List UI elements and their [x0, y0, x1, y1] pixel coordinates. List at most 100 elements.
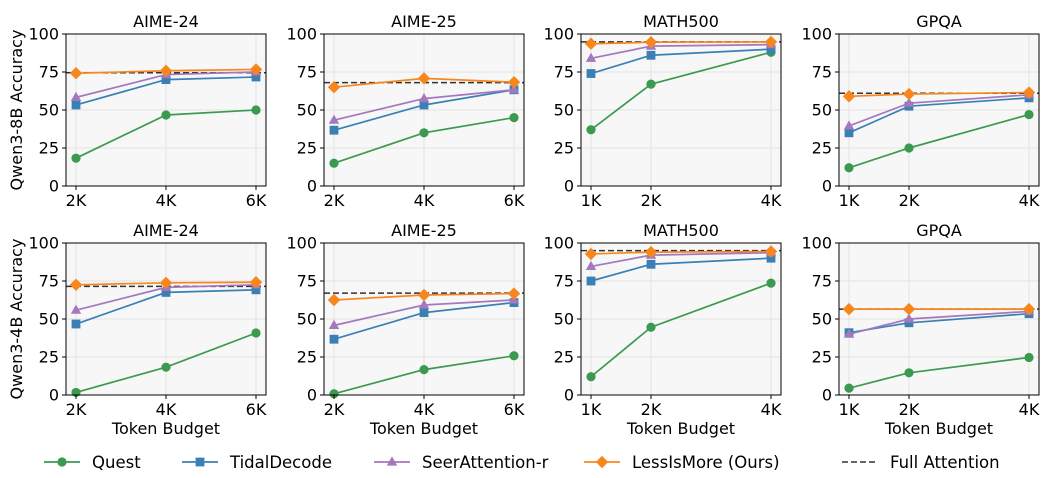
x-tick-label: 2K — [324, 191, 345, 210]
data-point-seerattention-r — [585, 260, 597, 271]
data-point-tidaldecode — [161, 288, 171, 297]
x-tick-label: 1K — [839, 191, 860, 210]
data-point-lessismore-ours — [764, 35, 778, 49]
data-point-seerattention-r — [70, 91, 82, 101]
y-tick-label: 0 — [822, 177, 832, 196]
y-tick-label: 50 — [812, 310, 832, 329]
legend-marker-square — [195, 457, 205, 467]
y-tick-label: 25 — [39, 139, 59, 158]
data-point-lessismore-ours — [842, 90, 856, 103]
data-point-seerattention-r — [843, 328, 855, 338]
data-point-quest — [844, 163, 854, 173]
subplot-title: AIME-25 — [391, 12, 457, 31]
x-tick-label: 4K — [156, 400, 177, 419]
data-point-quest — [844, 383, 854, 393]
data-point-tidaldecode — [419, 100, 429, 110]
legend-label: SeerAttention-r — [422, 452, 549, 472]
data-point-seerattention-r — [585, 52, 597, 62]
y-axis-label: Qwen3-8B Accuracy — [7, 30, 26, 191]
data-point-tidaldecode — [329, 334, 339, 344]
x-tick-label: 6K — [504, 400, 525, 419]
results-figure: 0 25 50 75 100 2K 4K 6K AIME-24 Qwen3-8B Accuracy… — [7, 12, 1040, 438]
y-tick-label: 75 — [297, 272, 317, 291]
data-point-lessismore-ours — [1022, 302, 1036, 316]
data-point-quest — [509, 351, 519, 361]
x-tick-label: 1K — [839, 400, 860, 419]
legend-label: Quest — [92, 452, 141, 472]
data-point-tidaldecode — [586, 276, 596, 286]
data-point-tidaldecode — [329, 125, 339, 135]
y-tick-label: 75 — [812, 63, 832, 82]
data-point-quest — [1024, 352, 1034, 363]
data-point-lessismore-ours — [902, 87, 916, 101]
data-point-lessismore-ours — [584, 37, 598, 50]
data-point-lessismore-ours — [842, 302, 856, 316]
x-tick-label: 4K — [761, 400, 782, 419]
data-point-tidaldecode — [766, 44, 776, 54]
data-point-quest — [71, 153, 81, 163]
y-tick-label: 75 — [39, 63, 59, 82]
y-tick-label: 25 — [297, 348, 317, 367]
legend-marker-triangle — [386, 456, 398, 466]
y-tick-label: 50 — [812, 101, 832, 120]
subplot-title: AIME-24 — [133, 12, 199, 31]
data-point-quest — [1024, 109, 1034, 120]
data-point-tidaldecode — [586, 69, 596, 78]
data-point-lessismore-ours — [69, 278, 83, 291]
x-tick-label: 4K — [414, 400, 435, 419]
x-tick-label: 4K — [761, 191, 782, 210]
y-tick-label: 50 — [297, 310, 317, 329]
x-tick-label: 2K — [641, 191, 662, 210]
y-tick-label: 25 — [39, 348, 59, 367]
data-point-seerattention-r — [903, 313, 915, 323]
x-tick-label: 2K — [899, 400, 920, 419]
data-point-quest — [904, 143, 914, 153]
y-tick-label: 0 — [49, 177, 59, 196]
data-point-quest — [329, 158, 339, 168]
y-tick-label: 0 — [49, 386, 59, 405]
y-tick-label: 50 — [554, 101, 574, 120]
data-point-quest — [646, 322, 656, 332]
subplot-title: MATH500 — [643, 12, 719, 31]
data-point-seerattention-r — [418, 299, 430, 309]
data-point-lessismore-ours — [644, 36, 658, 49]
data-point-lessismore-ours — [764, 245, 778, 258]
data-point-seerattention-r — [328, 114, 340, 124]
data-point-lessismore-ours — [159, 276, 173, 290]
y-tick-label: 0 — [564, 177, 574, 196]
subplot-title: GPQA — [916, 12, 962, 31]
data-point-quest — [646, 79, 656, 89]
x-tick-label: 1K — [581, 400, 602, 419]
x-tick-label: 2K — [66, 191, 87, 210]
data-point-lessismore-ours — [507, 287, 521, 300]
legend-label: Full Attention — [890, 452, 1000, 472]
y-tick-label: 25 — [554, 348, 574, 367]
y-tick-label: 100 — [801, 234, 832, 253]
data-point-seerattention-r — [508, 84, 520, 94]
y-tick-label: 100 — [801, 25, 832, 44]
legend-swatch-tidaldecode — [182, 457, 218, 467]
y-tick-label: 25 — [554, 139, 574, 158]
x-tick-label: 4K — [414, 191, 435, 210]
x-tick-label: 4K — [1019, 191, 1040, 210]
legend-item-seerattention-r: SeerAttention-r — [372, 450, 548, 474]
y-tick-label: 25 — [812, 348, 832, 367]
data-point-quest — [904, 368, 914, 378]
data-point-lessismore-ours — [1022, 86, 1036, 99]
y-tick-label: 75 — [297, 63, 317, 82]
data-point-lessismore-ours — [584, 247, 598, 261]
data-point-quest — [419, 128, 429, 138]
legend-swatch-lessismore-ours — [584, 455, 620, 469]
y-tick-label: 100 — [28, 234, 59, 253]
data-point-lessismore-ours — [902, 302, 916, 316]
data-point-seerattention-r — [843, 120, 855, 130]
data-point-seerattention-r — [903, 97, 915, 107]
x-tick-label: 2K — [324, 400, 345, 419]
data-point-tidaldecode — [71, 319, 81, 329]
data-point-quest — [161, 362, 171, 372]
y-tick-label: 75 — [554, 272, 574, 291]
x-tick-label: 2K — [899, 191, 920, 210]
subplot-title: AIME-25 — [391, 221, 457, 240]
legend-label: LessIsMore (Ours) — [632, 452, 780, 472]
y-tick-label: 50 — [554, 310, 574, 329]
